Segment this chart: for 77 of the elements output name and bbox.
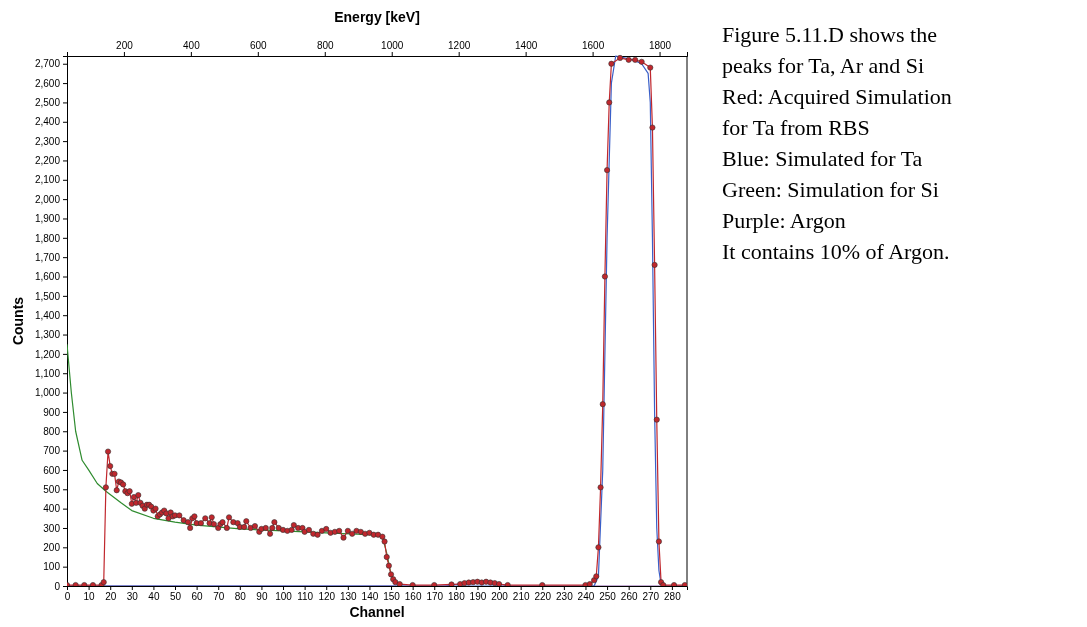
y-tick-label: 1,100 bbox=[34, 367, 61, 379]
y-tick-label: 1,300 bbox=[34, 329, 61, 341]
y-tick-label: 2,700 bbox=[34, 58, 61, 70]
x-tick-label: 50 bbox=[169, 591, 182, 603]
y-tick-label: 1,400 bbox=[34, 309, 61, 321]
y-tick-label: 0 bbox=[54, 580, 61, 592]
x-tick-label: 180 bbox=[448, 591, 466, 603]
x-tick-label: 210 bbox=[512, 591, 530, 603]
x-tick-label: 40 bbox=[148, 591, 160, 603]
x-tick-label: 150 bbox=[383, 591, 401, 603]
text: Purple: Argon bbox=[722, 208, 846, 233]
x-tick-label: 240 bbox=[577, 591, 595, 603]
x2-tick-label: 1800 bbox=[648, 40, 672, 51]
x-axis-title: Channel bbox=[349, 604, 405, 620]
x-tick-label: 200 bbox=[491, 591, 509, 603]
x-tick-label: 220 bbox=[534, 591, 552, 603]
x2-tick-label: 600 bbox=[249, 40, 268, 51]
x2-tick-label: 200 bbox=[116, 40, 134, 51]
x-tick-label: 270 bbox=[642, 591, 660, 603]
y-tick-label: 2,400 bbox=[34, 116, 61, 128]
y-tick-label: 300 bbox=[43, 522, 61, 534]
text: It contains 10% of Argon. bbox=[722, 239, 950, 264]
caption: Figure 5.11.D shows the bbox=[722, 22, 937, 47]
x-tick-label: 30 bbox=[126, 591, 139, 603]
x-tick-label: 280 bbox=[664, 591, 682, 603]
y-tick-label: 2,600 bbox=[34, 77, 61, 89]
y-tick-label: 400 bbox=[43, 503, 61, 515]
x2-tick-label: 400 bbox=[183, 40, 201, 51]
y-tick-label: 200 bbox=[43, 542, 61, 554]
x2-tick-label: 1000 bbox=[381, 40, 404, 51]
y-tick-label: 1,900 bbox=[34, 213, 61, 225]
y-tick-label: 1,700 bbox=[34, 251, 61, 263]
x2-tick-label: 1400 bbox=[515, 40, 538, 51]
y-tick-label: 500 bbox=[43, 483, 61, 495]
x-tick-label: 260 bbox=[620, 591, 638, 603]
y-tick-label: 1,600 bbox=[34, 271, 61, 283]
x-tick-label: 70 bbox=[213, 591, 225, 603]
x-tick-label: 170 bbox=[426, 591, 444, 603]
x-tick-label: 100 bbox=[275, 591, 293, 603]
x-tick-label: 10 bbox=[83, 591, 96, 603]
x-tick-label: 90 bbox=[256, 591, 268, 603]
y-tick-label: 100 bbox=[43, 561, 61, 573]
x-tick-label: 140 bbox=[361, 591, 379, 603]
y-tick-label: 2,100 bbox=[34, 174, 61, 186]
y-tick-label: 2,300 bbox=[34, 135, 61, 147]
y-tick-label: 1,000 bbox=[34, 387, 61, 399]
x2-tick-label: 1200 bbox=[448, 40, 471, 51]
text: peaks for Ta, Ar and Si bbox=[722, 53, 925, 78]
y-tick-label: 600 bbox=[43, 464, 61, 476]
y-tick-label: 2,000 bbox=[34, 193, 61, 205]
x2-tick-label: 1600 bbox=[581, 40, 605, 51]
x-tick-label: 190 bbox=[469, 591, 487, 603]
x2-tick-label: 800 bbox=[316, 40, 335, 51]
x-tick-label: 0 bbox=[64, 591, 71, 603]
text: Red: Acquired Simulation bbox=[722, 84, 952, 109]
x-tick-label: 110 bbox=[297, 591, 314, 603]
x-tick-label: 130 bbox=[339, 591, 358, 603]
y-axis-title: Counts bbox=[10, 296, 26, 346]
y-tick-label: 1,500 bbox=[34, 290, 61, 302]
y-tick-label: 800 bbox=[43, 425, 61, 437]
y-tick-label: 2,200 bbox=[34, 155, 61, 167]
text: for Ta from RBS bbox=[722, 115, 870, 140]
y-tick-label: 2,500 bbox=[34, 97, 61, 109]
y-tick-label: 700 bbox=[43, 445, 61, 457]
x-tick-label: 250 bbox=[599, 591, 617, 603]
y-tick-label: 900 bbox=[43, 406, 61, 418]
x-tick-label: 20 bbox=[105, 591, 117, 603]
y-tick-label: 1,200 bbox=[34, 348, 61, 360]
x-tick-label: 160 bbox=[404, 591, 422, 603]
x2-axis-title: Energy [keV] bbox=[334, 9, 420, 25]
y-tick-label: 1,800 bbox=[34, 232, 61, 244]
text: Green: Simulation for Si bbox=[722, 177, 939, 202]
x-tick-label: 80 bbox=[234, 591, 247, 603]
x-tick-label: 120 bbox=[318, 591, 336, 603]
text: Blue: Simulated for Ta bbox=[722, 146, 923, 171]
x-tick-label: 230 bbox=[556, 591, 574, 603]
x-tick-label: 60 bbox=[191, 591, 204, 603]
